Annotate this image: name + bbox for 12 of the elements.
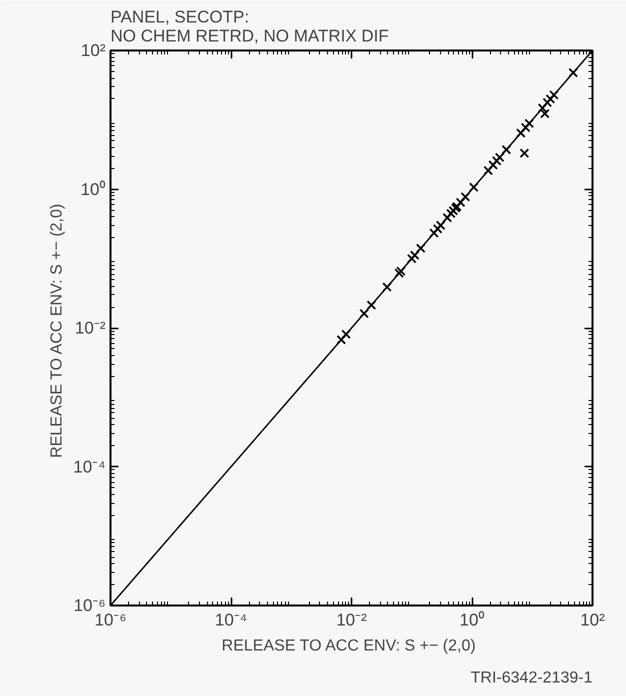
y-tick-label: 10⁻² <box>74 318 106 338</box>
x-tick-label: 10² <box>580 610 606 630</box>
x-axis-title: RELEASE TO ACC ENV: S +− (2,0) <box>222 638 476 654</box>
y-tick-label: 10⁰ <box>80 180 106 199</box>
chart-title: PANEL, SECOTP: NO CHEM RETRD, NO MATRIX DIF <box>110 8 389 46</box>
text: TRI-6342-2139-1 <box>470 670 593 686</box>
y-tick-label: 10⁻⁴ <box>73 457 106 476</box>
y-axis-title: RELEASE TO ACC ENV: S +− (2,0) <box>48 204 66 458</box>
x-tick-label: 10⁻⁴ <box>214 610 248 630</box>
x-tick-label: 10⁻² <box>336 610 368 630</box>
y-tick-label: 10² <box>80 41 106 60</box>
x-tick-label: 10⁰ <box>460 610 484 630</box>
